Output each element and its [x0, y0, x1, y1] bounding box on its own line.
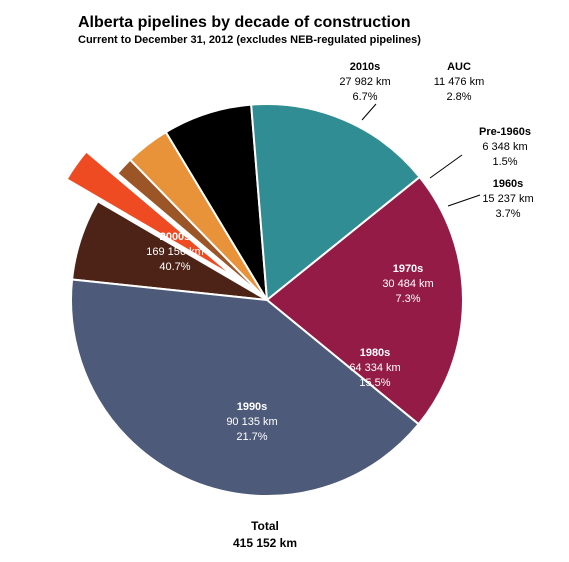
slice-labels: 2010s 27 982 km 6.7% AUC 11 476 km 2.8% Pre-19…	[146, 61, 533, 443]
slice-label: 1960s	[493, 178, 524, 190]
slice-percent: 3.7%	[495, 208, 520, 220]
chart-title: Alberta pipelines by decade of construct…	[78, 14, 411, 31]
total-label: Total	[251, 519, 279, 533]
leader-line	[447, 194, 481, 207]
pie-slice-auc	[65, 150, 237, 279]
slice-label: AUC	[447, 61, 471, 73]
slice-percent: 21.7%	[236, 431, 267, 443]
slice-value: 15 237 km	[482, 193, 533, 205]
slice-percent: 40.7%	[159, 261, 190, 273]
leader-line	[361, 103, 377, 121]
slice-percent: 2.8%	[446, 91, 471, 103]
slice-percent: 1.5%	[492, 156, 517, 168]
leader-lines	[361, 103, 481, 207]
slice-label: 1980s	[360, 347, 391, 359]
slice-label: 1990s	[237, 401, 268, 413]
slice-label: Pre-1960s	[479, 126, 531, 138]
slice-value: 90 135 km	[226, 416, 277, 428]
slice-value: 64 334 km	[349, 362, 400, 374]
slice-percent: 7.3%	[395, 293, 420, 305]
pie-slice-1990s	[265, 175, 464, 426]
slice-value: 27 982 km	[339, 76, 390, 88]
slice-value: 30 484 km	[382, 278, 433, 290]
leader-line	[429, 154, 463, 179]
pie-slice-2000s	[70, 278, 421, 497]
slice-value: 6 348 km	[482, 141, 527, 153]
slice-label: 1970s	[393, 263, 424, 275]
slice-percent: 15.5%	[359, 377, 390, 389]
pie-slice-1980s	[250, 103, 422, 302]
slice-value: 169 156 km	[146, 246, 203, 258]
pie-slices	[65, 103, 464, 497]
slice-value: 11 476 km	[434, 76, 485, 88]
slice-label: 2000s	[160, 231, 191, 243]
chart-subtitle: Current to December 31, 2012 (excludes N…	[78, 34, 421, 46]
slice-label: 2010s	[350, 61, 381, 73]
slice-percent: 6.7%	[352, 91, 377, 103]
total-value: 415 152 km	[233, 536, 297, 550]
